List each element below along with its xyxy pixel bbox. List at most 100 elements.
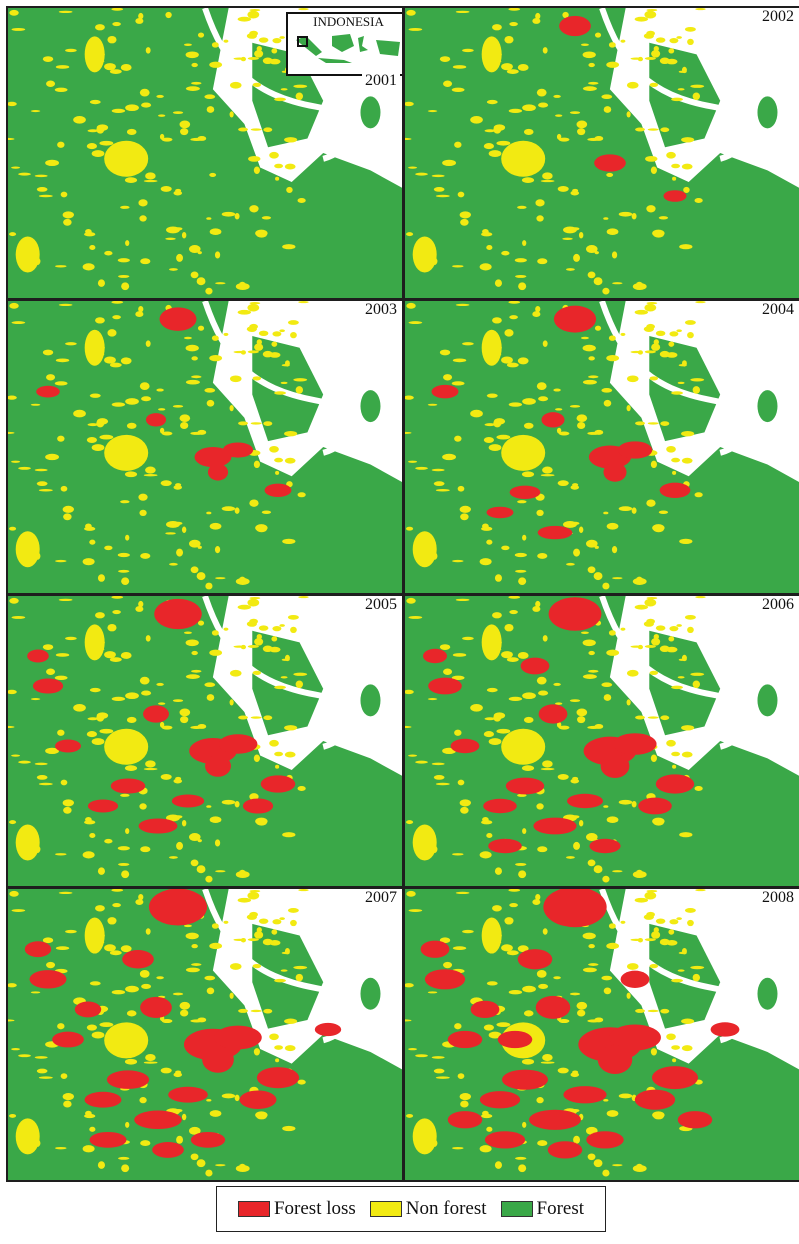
non-forest-patch xyxy=(237,604,252,610)
non-forest-patch xyxy=(209,228,222,236)
non-forest-patch xyxy=(479,558,492,566)
non-forest-patch xyxy=(454,141,462,148)
non-forest-patch xyxy=(606,942,620,950)
non-forest-patch xyxy=(553,94,561,98)
non-forest-patch xyxy=(97,1161,105,1169)
non-forest-patch xyxy=(587,271,596,279)
non-forest-patch xyxy=(635,127,645,132)
non-forest-patch xyxy=(405,983,414,988)
non-forest-patch xyxy=(156,388,164,392)
non-forest-patch xyxy=(38,782,53,786)
non-forest-patch xyxy=(111,8,124,11)
non-forest-patch xyxy=(111,696,126,701)
non-forest-patch xyxy=(635,1008,645,1013)
non-forest-patch xyxy=(284,947,290,955)
non-forest-patch xyxy=(175,483,182,487)
non-forest-patch xyxy=(104,434,149,471)
non-forest-patch xyxy=(659,350,670,358)
non-forest-patch xyxy=(435,782,450,786)
legend-label: Forest xyxy=(536,1198,585,1219)
non-forest-patch xyxy=(532,311,541,318)
non-forest-patch xyxy=(536,215,544,222)
non-forest-patch xyxy=(185,674,200,679)
non-forest-patch xyxy=(18,1054,31,1058)
non-forest-patch xyxy=(618,1093,633,1099)
non-forest-patch xyxy=(135,899,144,905)
non-forest-patch xyxy=(612,282,623,285)
non-forest-patch xyxy=(295,973,304,982)
non-forest-patch xyxy=(139,803,147,810)
non-forest-patch xyxy=(86,731,97,738)
island xyxy=(757,390,778,423)
non-forest-patch xyxy=(455,598,470,602)
non-forest-patch xyxy=(658,510,669,514)
non-forest-patch xyxy=(272,37,282,44)
non-forest-patch xyxy=(82,263,95,271)
forest-loss-patch xyxy=(190,1131,226,1148)
non-forest-patch xyxy=(455,303,470,307)
year-label-2003: 2003 xyxy=(362,301,400,319)
non-forest-patch xyxy=(611,251,618,259)
forest-loss-patch xyxy=(541,412,565,428)
non-forest-patch xyxy=(538,396,549,402)
non-forest-patch xyxy=(138,493,148,501)
river xyxy=(202,8,356,162)
non-forest-patch xyxy=(457,779,465,786)
non-forest-patch xyxy=(229,405,234,412)
non-forest-patch xyxy=(431,762,445,766)
non-forest-patch xyxy=(250,716,262,719)
non-forest-patch xyxy=(139,509,147,517)
non-forest-patch xyxy=(197,251,202,255)
non-forest-patch xyxy=(9,1113,17,1118)
non-forest-patch xyxy=(55,853,67,856)
non-forest-patch xyxy=(250,1009,262,1013)
map-image xyxy=(405,889,799,1180)
non-forest-patch xyxy=(676,36,682,39)
non-forest-patch xyxy=(644,645,656,648)
non-forest-patch xyxy=(588,81,599,85)
non-forest-patch xyxy=(274,978,287,983)
non-forest-patch xyxy=(681,430,695,437)
non-forest-patch xyxy=(415,466,428,470)
forest-loss-patch xyxy=(538,704,568,724)
non-forest-patch xyxy=(482,816,489,823)
non-forest-patch xyxy=(612,577,623,580)
non-forest-patch xyxy=(433,1068,445,1074)
non-forest-patch xyxy=(140,846,151,853)
non-forest-patch xyxy=(532,606,541,612)
non-forest-patch xyxy=(204,94,216,100)
non-forest-patch xyxy=(582,86,597,91)
non-forest-patch xyxy=(509,609,518,615)
non-forest-patch xyxy=(293,965,308,970)
non-forest-patch xyxy=(462,929,474,934)
non-forest-patch xyxy=(439,349,451,356)
non-forest-patch xyxy=(96,713,105,722)
non-forest-patch xyxy=(156,682,164,686)
non-forest-patch xyxy=(252,670,262,675)
non-forest-patch xyxy=(406,1113,414,1118)
non-forest-patch xyxy=(522,692,536,700)
non-forest-patch xyxy=(125,1121,130,1128)
non-forest-patch xyxy=(104,356,116,364)
non-forest-patch xyxy=(298,596,309,599)
forest-loss-patch xyxy=(36,385,60,398)
non-forest-patch xyxy=(601,682,613,688)
non-forest-patch xyxy=(11,909,26,912)
non-forest-patch xyxy=(112,903,121,908)
non-forest-patch xyxy=(405,137,412,141)
non-forest-patch xyxy=(536,88,547,97)
non-forest-patch xyxy=(518,282,527,291)
non-forest-patch xyxy=(459,799,471,807)
non-forest-patch xyxy=(104,140,149,177)
forest-loss-patch xyxy=(447,1030,483,1049)
non-forest-patch xyxy=(431,1056,445,1059)
non-forest-patch xyxy=(249,889,261,893)
non-forest-patch xyxy=(124,765,138,771)
non-forest-patch xyxy=(234,507,240,514)
non-forest-patch xyxy=(284,654,290,662)
non-forest-patch xyxy=(405,395,414,400)
non-forest-patch xyxy=(588,356,595,361)
non-forest-patch xyxy=(535,305,541,313)
non-forest-patch xyxy=(34,1056,48,1059)
forest-loss-patch xyxy=(205,755,231,777)
